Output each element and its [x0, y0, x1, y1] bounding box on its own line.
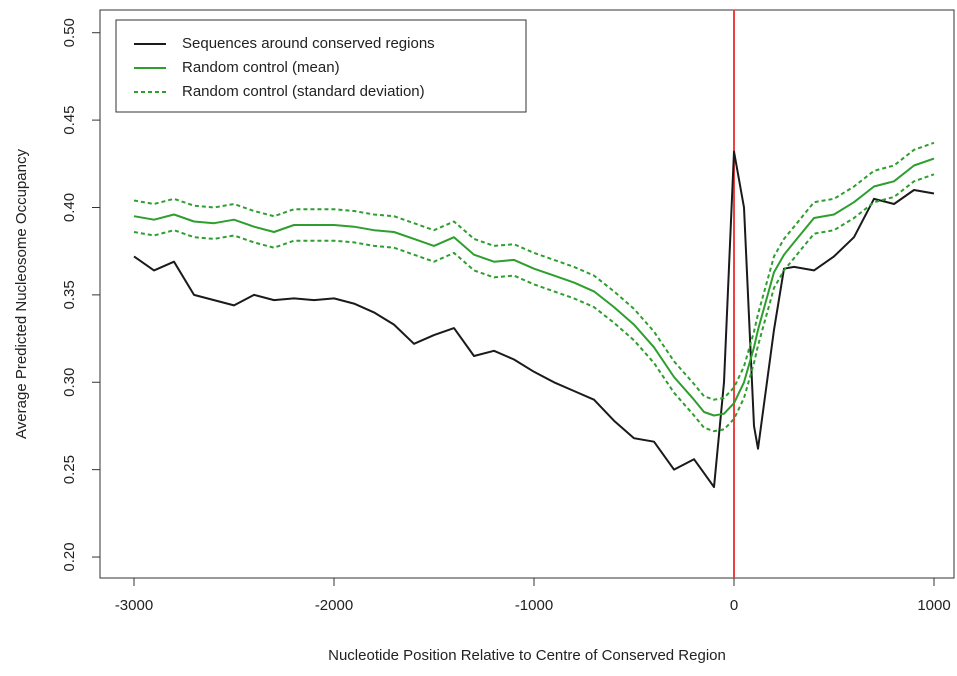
legend-label: Random control (standard deviation) [182, 83, 425, 100]
x-axis-label: Nucleotide Position Relative to Centre o… [328, 647, 726, 664]
legend-box [115, 19, 527, 113]
y-tick-label: 0.25 [61, 455, 78, 484]
series-line [133, 157, 935, 417]
x-tick-label: -3000 [115, 597, 153, 614]
y-tick-label: 0.50 [61, 18, 78, 47]
y-axis-label: Average Predicted Nucleosome Occupancy [13, 149, 30, 439]
x-tick-label: -2000 [315, 597, 353, 614]
x-tick-label: 1000 [917, 597, 950, 614]
series-line [133, 173, 935, 433]
legend-label: Random control (mean) [182, 59, 340, 76]
y-tick-label: 0.20 [61, 542, 78, 571]
y-tick-label: 0.40 [61, 193, 78, 222]
plot-frame [99, 9, 955, 579]
series-line [133, 150, 935, 489]
y-tick-label: 0.30 [61, 368, 78, 397]
x-tick-label: -1000 [515, 597, 553, 614]
series-line [133, 141, 935, 401]
y-tick-label: 0.35 [61, 280, 78, 309]
y-tick-label: 0.45 [61, 106, 78, 135]
x-tick-label: 0 [730, 597, 738, 614]
legend-label: Sequences around conserved regions [182, 35, 435, 52]
